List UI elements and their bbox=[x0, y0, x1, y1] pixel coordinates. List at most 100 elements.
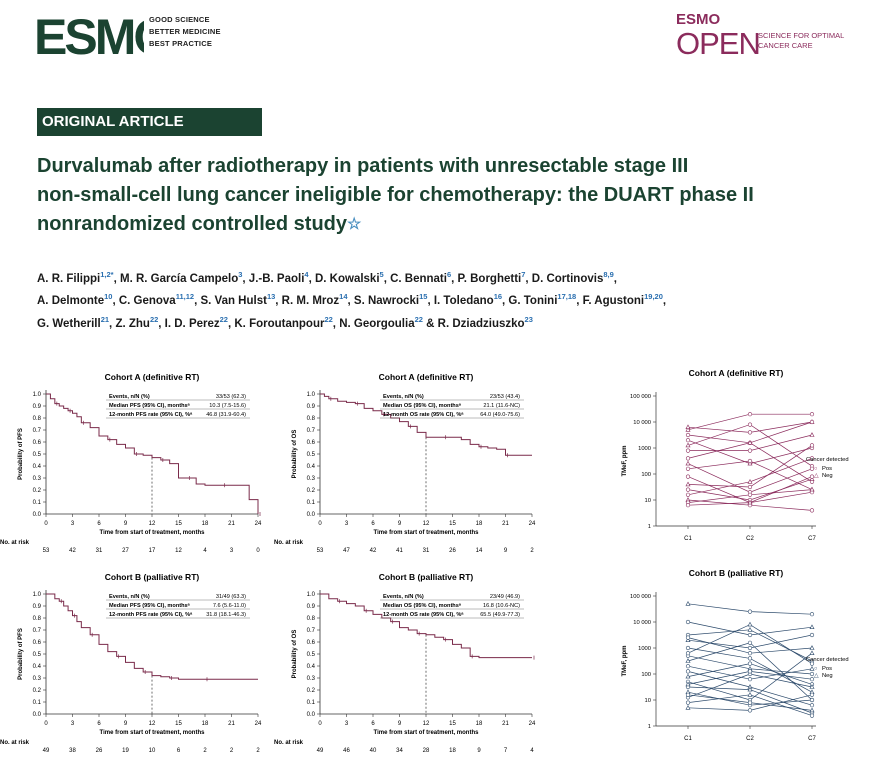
at-risk-value: 18 bbox=[449, 748, 456, 754]
x-tick-label: 12 bbox=[423, 521, 430, 527]
at-risk-label: No. at risk bbox=[274, 540, 304, 546]
neg-marker bbox=[809, 476, 815, 481]
at-risk-value: 53 bbox=[317, 548, 324, 554]
neg-marker bbox=[809, 432, 815, 437]
x-tick-label: 15 bbox=[175, 521, 182, 527]
y-tick-label: 0.3 bbox=[307, 476, 316, 482]
author-affiliation[interactable]: 10 bbox=[104, 292, 113, 302]
at-risk-value: 4 bbox=[530, 748, 534, 754]
author-affiliation[interactable]: 23 bbox=[524, 314, 533, 324]
x-tick-label: 0 bbox=[318, 721, 322, 727]
author-connector: & bbox=[422, 317, 438, 330]
legend-marker: △ bbox=[814, 673, 819, 679]
y-axis-label: TMeF, ppm bbox=[622, 446, 628, 477]
at-risk-value: 27 bbox=[122, 548, 129, 554]
author-affiliation[interactable]: 15 bbox=[419, 292, 428, 302]
neg-marker bbox=[747, 686, 753, 692]
star-footnote-icon[interactable]: ☆ bbox=[347, 216, 362, 233]
x-tick-label: 15 bbox=[449, 521, 456, 527]
pos-marker bbox=[747, 645, 753, 651]
author-name: A. R. Filippi bbox=[37, 272, 101, 285]
author-affiliation[interactable]: 11,12 bbox=[175, 292, 195, 302]
x-tick-label: C1 bbox=[684, 536, 692, 542]
y-tick-label: 0.0 bbox=[33, 712, 42, 718]
author-name: M. R. García Campelo bbox=[120, 272, 239, 285]
pos-marker bbox=[747, 492, 753, 497]
stat-value: 46.8 (31.9-60.4) bbox=[206, 412, 246, 418]
author-affiliation[interactable]: 14 bbox=[339, 292, 348, 302]
neg-marker bbox=[685, 637, 691, 642]
y-tick-label: 0.3 bbox=[33, 676, 42, 682]
author-name: G. Wetherill bbox=[37, 317, 101, 330]
pos-marker bbox=[809, 713, 815, 718]
open-logo-top: ESMO bbox=[676, 11, 721, 28]
x-tick-label: 6 bbox=[371, 521, 375, 527]
y-tick-label: 0.2 bbox=[33, 688, 42, 694]
y-tick-label: 0.7 bbox=[33, 428, 42, 434]
y-tick-label: 0.2 bbox=[307, 688, 316, 694]
at-risk-value: 14 bbox=[476, 548, 483, 554]
x-tick-label: 9 bbox=[398, 721, 402, 727]
stat-label: 12-month OS rate (95% CI), %ᵃ bbox=[383, 412, 464, 418]
neg-marker bbox=[685, 481, 691, 487]
pos-marker bbox=[809, 419, 815, 425]
stat-label: Events, n/N (%) bbox=[383, 394, 424, 400]
at-risk-value: 49 bbox=[43, 748, 50, 754]
author-affiliation[interactable]: 13 bbox=[266, 292, 276, 302]
author-affiliation[interactable]: 3 bbox=[238, 270, 243, 279]
author-affiliation[interactable]: 17,18 bbox=[557, 292, 577, 302]
article-title: Durvalumab after radiotherapy in patient… bbox=[37, 152, 837, 239]
at-risk-value: 28 bbox=[423, 748, 430, 754]
author-affiliation[interactable]: 6 bbox=[446, 270, 452, 279]
author-affiliation[interactable]: 7 bbox=[521, 270, 526, 279]
y-tick-label: 1.0 bbox=[307, 592, 316, 598]
neg-marker bbox=[685, 704, 691, 710]
pos-marker bbox=[747, 700, 753, 705]
legend-label: Pos bbox=[822, 466, 832, 472]
at-risk-value: 26 bbox=[449, 548, 456, 554]
author-affiliation[interactable]: 1,2* bbox=[100, 270, 114, 279]
y-tick-label: 0.1 bbox=[33, 500, 42, 506]
stat-label: Median OS (95% CI), monthsᵃ bbox=[383, 603, 462, 609]
neg-marker bbox=[809, 645, 815, 650]
at-risk-label: No. at risk bbox=[0, 540, 30, 546]
at-risk-label: No. at risk bbox=[0, 740, 30, 746]
y-tick-label: 100 000 bbox=[630, 594, 651, 600]
stat-label: Median PFS (95% CI), monthsᵃ bbox=[109, 603, 191, 609]
neg-marker bbox=[747, 460, 753, 466]
at-risk-value: 49 bbox=[317, 748, 324, 754]
author-affiliation[interactable]: 8,9 bbox=[603, 270, 614, 279]
title-line-text: nonrandomized controlled study bbox=[37, 213, 348, 235]
y-tick-label: 0.0 bbox=[307, 712, 316, 718]
x-tick-label: 21 bbox=[228, 521, 235, 527]
pos-marker bbox=[809, 697, 815, 703]
author-name: J.-B. Paoli bbox=[248, 272, 305, 285]
author-name: R. Dziadziuszko bbox=[437, 317, 525, 330]
section-banner: ORIGINAL ARTICLE bbox=[37, 108, 262, 136]
neg-marker bbox=[809, 650, 815, 655]
y-tick-label: 0.8 bbox=[307, 616, 316, 622]
esmo-tagline-line: GOOD SCIENCE bbox=[149, 15, 210, 24]
author-affiliation[interactable]: 16 bbox=[493, 292, 503, 302]
y-tick-label: 1.0 bbox=[307, 392, 316, 398]
pos-marker bbox=[809, 456, 815, 461]
pos-marker bbox=[685, 438, 691, 443]
neg-marker bbox=[809, 624, 815, 629]
author-affiliation[interactable]: 22 bbox=[414, 314, 423, 324]
pos-marker bbox=[747, 651, 753, 656]
author-affiliation[interactable]: 22 bbox=[324, 314, 333, 324]
author-affiliation[interactable]: 22 bbox=[149, 314, 159, 324]
author-name: R. M. Mroz bbox=[281, 295, 340, 308]
x-tick-label: 6 bbox=[371, 721, 375, 727]
survival-curve bbox=[320, 393, 532, 456]
author-affiliation[interactable]: 5 bbox=[379, 270, 384, 279]
x-tick-label: C7 bbox=[808, 736, 816, 742]
author-affiliation[interactable]: 22 bbox=[219, 314, 228, 324]
y-tick-label: 0.5 bbox=[33, 652, 42, 658]
author-affiliation[interactable]: 4 bbox=[304, 270, 309, 279]
y-tick-label: 0.5 bbox=[307, 452, 316, 458]
author-affiliation[interactable]: 21 bbox=[100, 314, 110, 324]
x-tick-label: C1 bbox=[684, 736, 692, 742]
author-affiliation[interactable]: 19,20 bbox=[644, 292, 663, 302]
neg-marker bbox=[685, 460, 691, 466]
